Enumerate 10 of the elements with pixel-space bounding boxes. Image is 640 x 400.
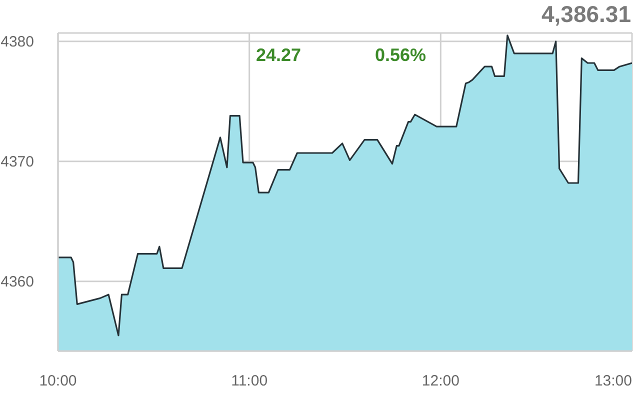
y-tick-label: 4360	[0, 274, 34, 291]
annotation: 0.56%	[375, 45, 426, 66]
x-tick-label: 12:00	[422, 372, 460, 390]
chart-title: 4,386.31	[541, 1, 631, 28]
y-tick-label: 4380	[0, 34, 34, 51]
x-tick-label: 11:00	[231, 372, 268, 390]
x-tick-label: 13:00	[594, 372, 632, 390]
annotation: 24.27	[256, 45, 302, 66]
x-tick-label: 10:00	[39, 372, 77, 390]
y-tick-label: 4370	[0, 154, 34, 171]
